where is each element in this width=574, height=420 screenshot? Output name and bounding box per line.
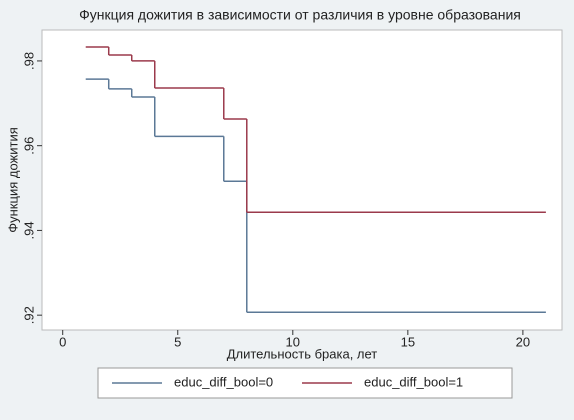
x-tick-label: 10 — [286, 334, 300, 349]
legend-label: educ_diff_bool=1 — [364, 374, 463, 389]
y-tick-label: .92 — [21, 306, 36, 324]
x-tick-label: 15 — [401, 334, 415, 349]
legend-label: educ_diff_bool=0 — [174, 374, 273, 389]
x-tick-label: 0 — [59, 334, 66, 349]
x-tick-label: 5 — [174, 334, 181, 349]
chart-title: Функция дожития в зависимости от различи… — [79, 7, 521, 23]
plot-area — [41, 29, 563, 331]
y-tick-label: .96 — [21, 137, 36, 155]
x-axis-title: Длительность брака, лет — [227, 346, 378, 361]
y-tick-label: .94 — [21, 221, 36, 239]
y-tick-label: .98 — [21, 52, 36, 70]
x-tick-label: 20 — [516, 334, 530, 349]
y-axis-title: Функция дожития — [5, 127, 20, 233]
